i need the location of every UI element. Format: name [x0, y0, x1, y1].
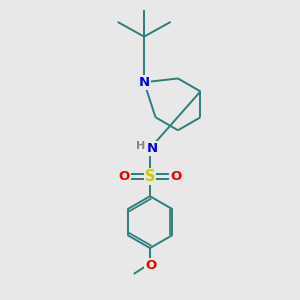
Text: O: O: [119, 170, 130, 183]
Text: S: S: [145, 169, 155, 184]
Text: N: N: [139, 76, 150, 89]
Text: N: N: [147, 142, 158, 155]
Text: O: O: [170, 170, 181, 183]
Text: H: H: [136, 141, 145, 151]
Text: O: O: [146, 259, 157, 272]
